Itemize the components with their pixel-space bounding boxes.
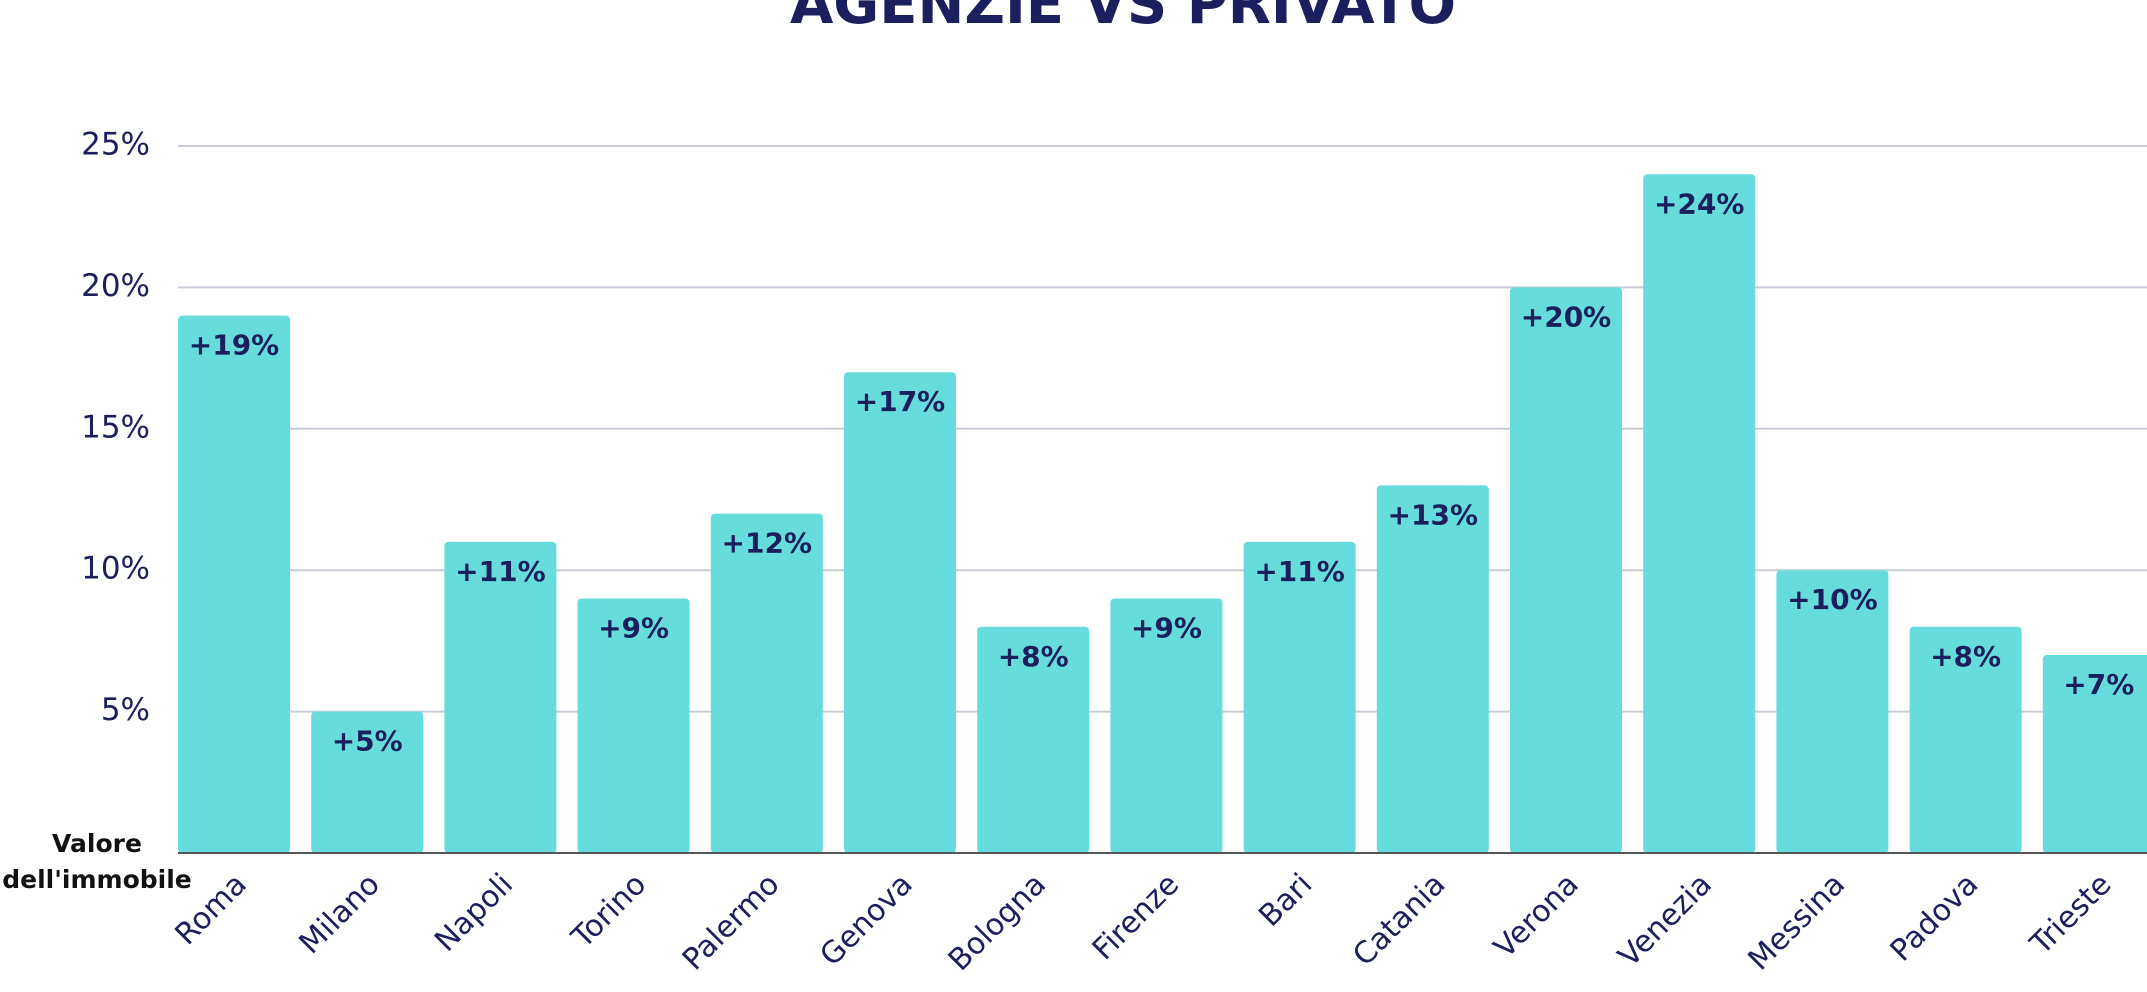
value-label: +13% <box>1388 498 1478 531</box>
value-label: +12% <box>722 527 812 560</box>
value-label: +9% <box>1131 611 1202 644</box>
value-label: +17% <box>855 385 945 418</box>
bar <box>1377 485 1489 853</box>
value-label: +20% <box>1521 300 1611 333</box>
x-tick-label: Milano <box>293 867 387 961</box>
bar <box>1643 174 1755 853</box>
value-label: +10% <box>1787 583 1877 616</box>
bar <box>178 316 290 853</box>
page: AGENZIE VS PRIVATO 5%10%15%20%25%+19%Rom… <box>0 0 2147 992</box>
x-tick-label: Torino <box>564 867 653 956</box>
bar <box>444 542 556 853</box>
x-tick-label: Trieste <box>2023 867 2118 962</box>
y-tick-label: 10% <box>81 551 150 587</box>
x-tick-label: Catania <box>1346 867 1452 973</box>
x-tick-label: Messina <box>1742 867 1853 978</box>
value-label: +11% <box>1254 555 1344 588</box>
y-tick-label: 15% <box>81 409 150 445</box>
value-label: +19% <box>189 329 279 362</box>
value-label: +7% <box>2063 668 2134 701</box>
chart: AGENZIE VS PRIVATO 5%10%15%20%25%+19%Rom… <box>0 0 2147 992</box>
x-tick-label: Bologna <box>942 867 1053 978</box>
x-tick-label: Genova <box>813 867 919 973</box>
x-tick-label: Verona <box>1487 867 1585 965</box>
bar <box>844 372 956 853</box>
y-tick-label: 25% <box>81 127 150 163</box>
value-label: +24% <box>1654 187 1744 220</box>
y-tick-label: 5% <box>101 692 150 728</box>
value-label: +8% <box>998 640 1069 673</box>
x-tick-label: Firenze <box>1086 867 1186 967</box>
x-tick-label: Palermo <box>676 867 787 978</box>
x-tick-label: Bari <box>1252 867 1319 934</box>
bar <box>1244 542 1356 853</box>
x-tick-label: Venezia <box>1612 867 1719 974</box>
x-tick-label: Napoli <box>428 867 520 959</box>
x-tick-label: Padova <box>1884 867 1986 969</box>
y-tick-label: 20% <box>81 268 150 304</box>
bar <box>711 514 823 853</box>
value-label: +5% <box>332 725 403 758</box>
value-label: +11% <box>455 555 545 588</box>
chart-title: AGENZIE VS PRIVATO <box>790 0 1456 37</box>
axis-label: Valore dell'immobile <box>2 826 192 898</box>
bar <box>1510 287 1622 853</box>
value-label: +9% <box>598 611 669 644</box>
value-label: +8% <box>1930 640 2001 673</box>
